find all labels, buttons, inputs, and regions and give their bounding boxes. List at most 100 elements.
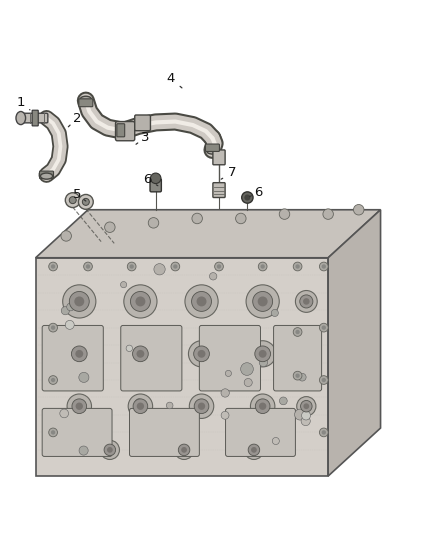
FancyBboxPatch shape: [42, 326, 103, 391]
Circle shape: [188, 341, 215, 367]
Circle shape: [66, 341, 92, 367]
FancyBboxPatch shape: [226, 408, 295, 456]
Ellipse shape: [80, 96, 92, 102]
Circle shape: [72, 399, 87, 414]
Circle shape: [244, 440, 264, 459]
Circle shape: [248, 444, 260, 456]
Circle shape: [51, 326, 55, 330]
Circle shape: [104, 444, 116, 456]
FancyBboxPatch shape: [135, 115, 150, 131]
Circle shape: [297, 397, 316, 416]
Circle shape: [189, 394, 214, 418]
Circle shape: [127, 341, 153, 367]
FancyBboxPatch shape: [213, 150, 225, 165]
Circle shape: [173, 264, 177, 269]
Circle shape: [258, 262, 267, 271]
Circle shape: [250, 341, 276, 367]
Circle shape: [192, 213, 202, 224]
Circle shape: [321, 378, 326, 382]
Circle shape: [131, 292, 150, 311]
FancyBboxPatch shape: [117, 124, 125, 137]
Circle shape: [246, 285, 279, 318]
Circle shape: [255, 399, 270, 414]
Circle shape: [300, 295, 313, 308]
Circle shape: [154, 264, 165, 275]
Circle shape: [181, 447, 187, 453]
Circle shape: [148, 217, 159, 228]
Circle shape: [137, 350, 145, 358]
Circle shape: [319, 376, 328, 384]
Circle shape: [51, 264, 55, 269]
Circle shape: [100, 440, 120, 459]
Circle shape: [293, 328, 302, 336]
Circle shape: [107, 447, 113, 453]
Circle shape: [191, 292, 212, 311]
Circle shape: [302, 411, 311, 420]
Circle shape: [303, 298, 310, 305]
Circle shape: [130, 264, 134, 269]
Circle shape: [319, 323, 328, 332]
Circle shape: [259, 358, 268, 367]
Text: 1: 1: [16, 96, 30, 110]
Circle shape: [124, 285, 157, 318]
FancyBboxPatch shape: [19, 113, 48, 123]
Circle shape: [174, 440, 194, 459]
Circle shape: [321, 430, 326, 434]
Circle shape: [353, 205, 364, 215]
FancyBboxPatch shape: [274, 326, 321, 391]
Circle shape: [65, 320, 74, 329]
Circle shape: [209, 272, 217, 280]
Circle shape: [240, 362, 253, 375]
Circle shape: [74, 296, 84, 306]
Circle shape: [321, 264, 326, 269]
Circle shape: [293, 262, 302, 271]
Circle shape: [67, 394, 92, 418]
Circle shape: [197, 296, 206, 306]
Text: 2: 2: [68, 111, 81, 127]
Ellipse shape: [16, 111, 25, 125]
Circle shape: [323, 209, 333, 220]
Circle shape: [215, 262, 223, 271]
Circle shape: [293, 372, 302, 380]
Circle shape: [67, 303, 74, 311]
Circle shape: [259, 350, 267, 358]
Circle shape: [135, 296, 145, 306]
Circle shape: [79, 373, 89, 383]
Circle shape: [261, 264, 265, 269]
Circle shape: [178, 444, 190, 456]
Circle shape: [259, 402, 266, 410]
Circle shape: [150, 173, 161, 183]
Circle shape: [60, 409, 68, 418]
Circle shape: [133, 346, 148, 362]
FancyBboxPatch shape: [79, 99, 93, 107]
Circle shape: [79, 446, 88, 455]
Circle shape: [78, 195, 93, 209]
Circle shape: [319, 428, 328, 437]
Circle shape: [126, 345, 133, 352]
FancyBboxPatch shape: [130, 408, 199, 456]
Text: 5: 5: [73, 188, 86, 201]
Circle shape: [128, 394, 152, 418]
Circle shape: [71, 346, 87, 362]
Circle shape: [258, 296, 268, 306]
Circle shape: [321, 326, 326, 330]
FancyBboxPatch shape: [39, 171, 53, 179]
Circle shape: [61, 306, 70, 315]
Circle shape: [171, 262, 180, 271]
FancyBboxPatch shape: [121, 326, 182, 391]
Circle shape: [255, 346, 271, 362]
Circle shape: [137, 402, 144, 410]
Circle shape: [194, 399, 209, 414]
Circle shape: [51, 378, 55, 382]
Circle shape: [244, 195, 251, 200]
FancyBboxPatch shape: [42, 408, 112, 456]
Circle shape: [295, 374, 300, 378]
Circle shape: [69, 197, 76, 204]
Circle shape: [251, 447, 257, 453]
Circle shape: [244, 378, 252, 386]
FancyBboxPatch shape: [213, 183, 225, 198]
Circle shape: [198, 402, 205, 410]
Circle shape: [49, 323, 57, 332]
Circle shape: [295, 290, 317, 312]
Circle shape: [185, 285, 218, 318]
